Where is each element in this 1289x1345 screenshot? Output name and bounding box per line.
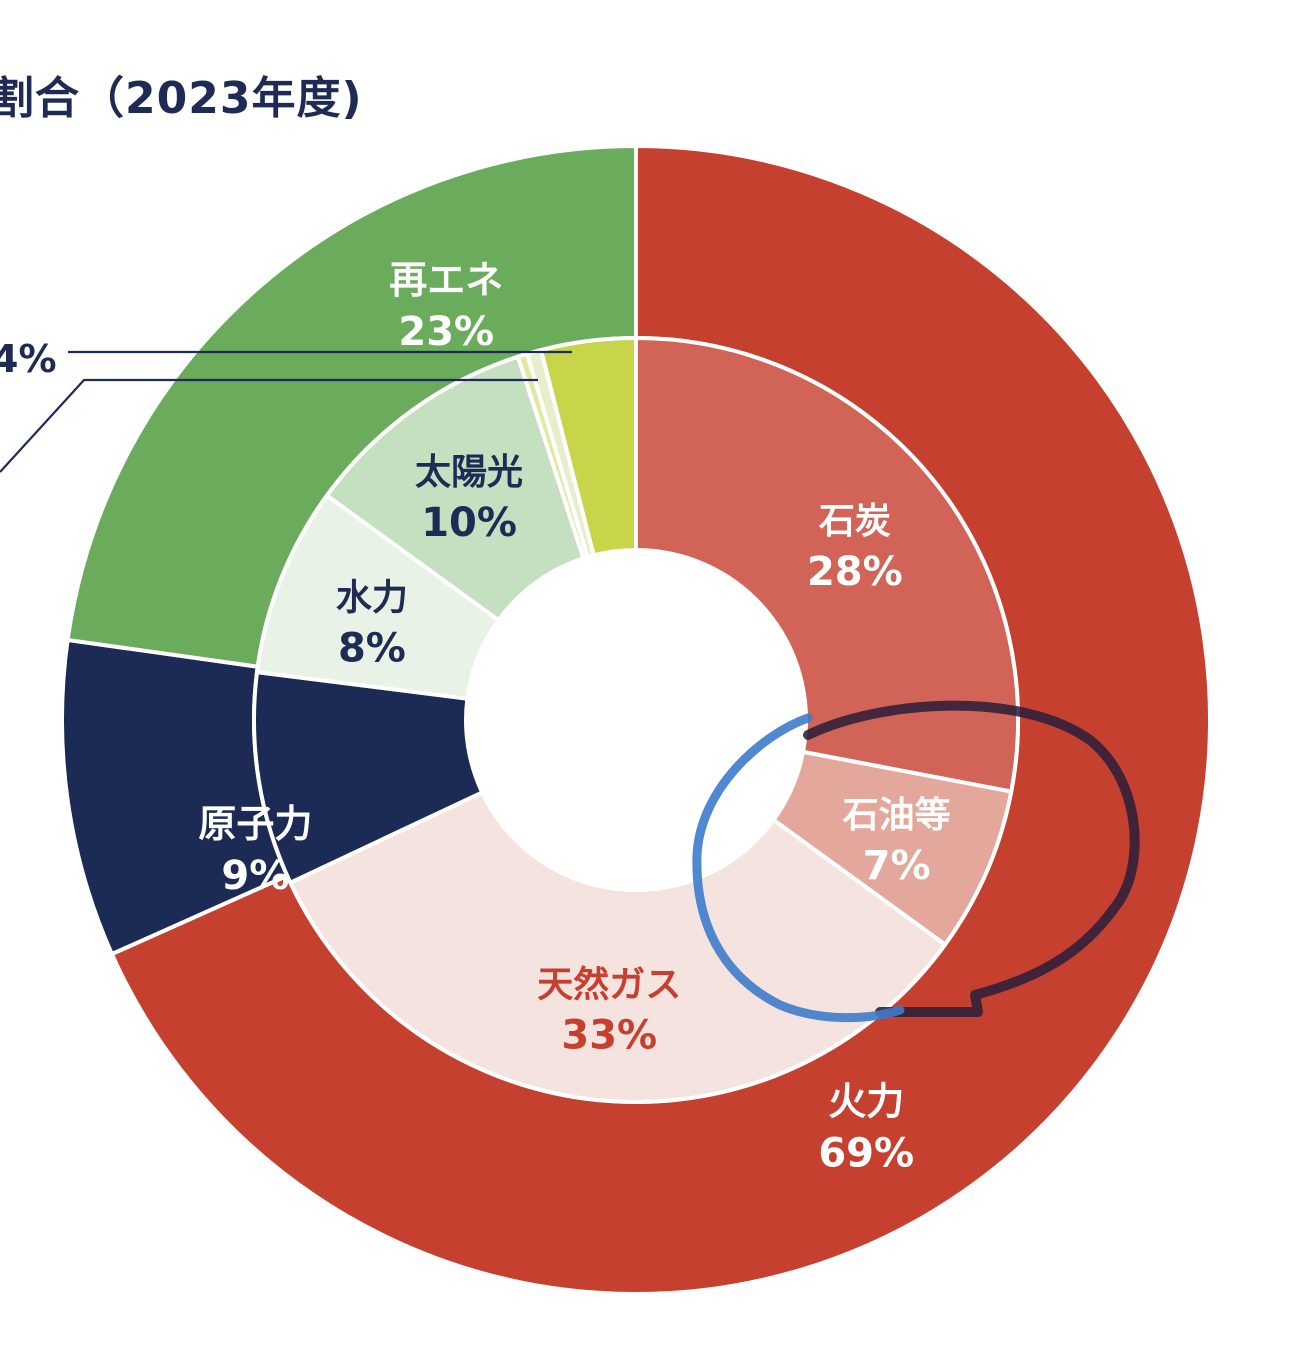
outer-label-1: 原子力 xyxy=(198,802,312,846)
donut-hole xyxy=(466,550,806,890)
chart-title: 割合（2023年度) xyxy=(0,73,363,124)
inner-value-5: 10% xyxy=(421,500,517,546)
callout-label: 4% xyxy=(0,337,57,381)
outer-label-2: 再エネ xyxy=(389,258,503,302)
callout-lines: 4% xyxy=(0,337,572,473)
inner-label-1: 石油等 xyxy=(843,795,951,836)
inner-value-4: 8% xyxy=(338,625,406,671)
inner-label-2: 天然ガス xyxy=(537,964,681,1006)
inner-label-4: 水力 xyxy=(336,577,408,618)
callout-line-lower xyxy=(0,378,538,473)
inner-value-2: 33% xyxy=(561,1013,657,1059)
inner-label-0: 石炭 xyxy=(819,501,891,542)
hand-annotations xyxy=(692,700,1140,1023)
outer-value-0: 69% xyxy=(818,1131,914,1177)
inner-value-0: 28% xyxy=(807,549,903,595)
annotation-blue-circle xyxy=(692,713,905,1023)
outer-value-1: 9% xyxy=(221,853,289,899)
outer-label-0: 火力 xyxy=(828,1080,904,1124)
outer-value-2: 23% xyxy=(398,309,494,355)
segment-labels: 火力 69% 原子力 9% 再エネ 23% 石炭 28% 石油等 7% 天然ガス 33% 水力 8% 太陽光… xyxy=(198,258,950,1177)
inner-label-5: 太陽光 xyxy=(415,452,523,493)
inner-value-1: 7% xyxy=(863,843,931,889)
annotation-dark-circle xyxy=(803,700,1140,1017)
